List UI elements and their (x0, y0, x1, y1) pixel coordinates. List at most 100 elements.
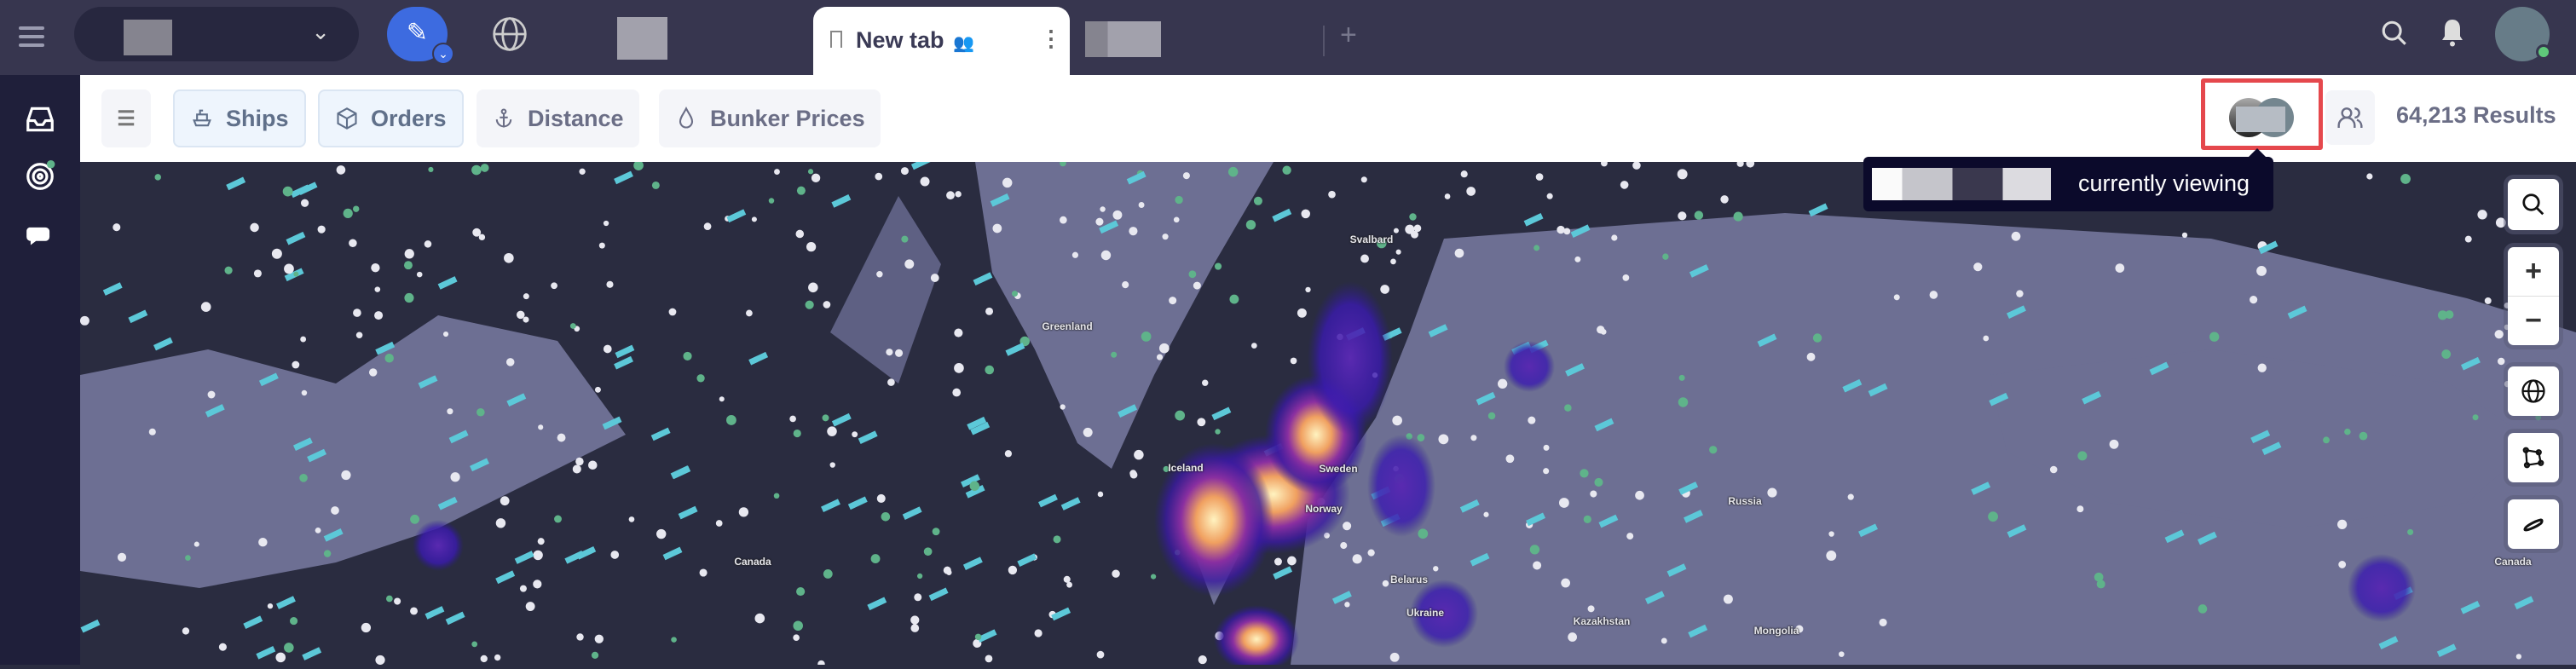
vessel-marker[interactable] (2049, 465, 2058, 474)
vessel-marker[interactable] (1331, 591, 1352, 604)
vessel-marker[interactable] (1535, 173, 1544, 181)
vessel-marker[interactable] (1413, 224, 1422, 233)
vessel-marker[interactable] (1060, 216, 1067, 224)
vessel-marker[interactable] (867, 597, 887, 611)
zoom-out-icon[interactable]: − (2525, 303, 2542, 337)
vessel-marker[interactable] (1099, 220, 1119, 234)
vessel-marker[interactable] (886, 349, 893, 356)
vessel-marker[interactable] (923, 547, 933, 557)
vessel-marker[interactable] (696, 374, 705, 383)
vessel-marker[interactable] (495, 570, 516, 585)
vessel-marker[interactable] (284, 263, 294, 274)
vessel-marker[interactable] (2436, 643, 2457, 658)
vessel-marker[interactable] (472, 228, 482, 237)
vessel-marker[interactable] (557, 433, 566, 442)
vessel-marker[interactable] (748, 351, 769, 366)
vessel-marker[interactable] (2515, 654, 2522, 660)
vessel-marker[interactable] (353, 309, 361, 317)
workspace-selector[interactable]: ⌄ (74, 7, 359, 61)
vessel-marker[interactable] (719, 396, 725, 402)
vessel-marker[interactable] (1661, 637, 1667, 644)
viewer-avatars[interactable] (2201, 78, 2323, 150)
vessel-marker[interactable] (2258, 240, 2279, 255)
vessel-marker[interactable] (1096, 650, 1105, 659)
vessel-marker[interactable] (1389, 652, 1400, 662)
vessel-marker[interactable] (650, 427, 671, 441)
vessel-marker[interactable] (448, 430, 469, 444)
vessel-marker[interactable] (80, 619, 101, 633)
vessel-marker[interactable] (205, 404, 225, 418)
vessel-marker[interactable] (551, 282, 557, 290)
vessel-marker[interactable] (1757, 333, 1777, 348)
vessel-marker[interactable] (1011, 291, 1018, 297)
vessel-marker[interactable] (1459, 499, 1480, 513)
vessel-marker[interactable] (1570, 224, 1591, 238)
vessel-marker[interactable] (746, 309, 753, 317)
vessel-marker[interactable] (224, 266, 233, 274)
vessel-marker[interactable] (1005, 343, 1025, 356)
vessel-marker[interactable] (1215, 429, 1221, 435)
vessel-marker[interactable] (153, 337, 173, 351)
vessel-marker[interactable] (1301, 209, 1311, 219)
more-icon[interactable]: ⋮ (1040, 26, 1062, 51)
vessel-marker[interactable] (537, 538, 545, 545)
vessel-marker[interactable] (1328, 190, 1336, 199)
vessel-marker[interactable] (954, 328, 963, 337)
vessel-marker[interactable] (525, 602, 535, 611)
vessel-marker[interactable] (876, 493, 886, 503)
vessel-marker[interactable] (881, 512, 891, 522)
vessel-marker[interactable] (1150, 574, 1157, 580)
vessel-marker[interactable] (437, 276, 458, 290)
vessel-marker[interactable] (2007, 305, 2026, 319)
vessel-marker[interactable] (1287, 556, 1297, 566)
vessel-marker[interactable] (2109, 439, 2119, 449)
vessel-marker[interactable] (796, 186, 806, 195)
vessel-marker[interactable] (1367, 549, 1375, 557)
vessel-marker[interactable] (258, 372, 279, 387)
tab-new-tab[interactable]: New tab 👥 ⋮ (813, 7, 1070, 75)
vessel-marker[interactable] (1678, 397, 1689, 407)
vessel-marker[interactable] (602, 416, 622, 430)
vessel-marker[interactable] (806, 242, 817, 252)
vessel-marker[interactable] (317, 225, 326, 234)
vessel-marker[interactable] (1678, 211, 1687, 221)
vessel-marker[interactable] (876, 271, 883, 278)
vessel-marker[interactable] (726, 209, 747, 223)
vessel-marker[interactable] (2400, 173, 2411, 184)
zoom-in-icon[interactable]: + (2508, 248, 2559, 297)
vessel-marker[interactable] (375, 655, 385, 666)
map-canvas[interactable] (79, 156, 2576, 669)
vessel-marker[interactable] (773, 493, 780, 499)
vessel-marker[interactable] (887, 378, 895, 386)
vessel-marker[interactable] (699, 568, 708, 577)
vessel-marker[interactable] (603, 220, 609, 227)
vessel-marker[interactable] (355, 332, 363, 339)
vessel-marker[interactable] (1002, 177, 1013, 188)
vessel-marker[interactable] (2514, 596, 2534, 610)
vessel-marker[interactable] (2164, 529, 2185, 544)
vessel-marker[interactable] (352, 205, 360, 212)
vessel-marker[interactable] (410, 514, 419, 524)
vessel-marker[interactable] (505, 358, 515, 366)
vessel-marker[interactable] (1380, 285, 1389, 294)
vessel-marker[interactable] (1546, 193, 1553, 199)
vessel-marker[interactable] (823, 569, 833, 579)
vessel-marker[interactable] (336, 165, 346, 175)
vessel-marker[interactable] (1417, 434, 1425, 441)
vessel-marker[interactable] (1198, 655, 1207, 665)
vessel-marker[interactable] (795, 229, 805, 239)
vessel-marker[interactable] (250, 222, 259, 233)
vessel-marker[interactable] (827, 426, 837, 436)
vessel-marker[interactable] (917, 573, 923, 580)
vessel-marker[interactable] (2407, 528, 2414, 535)
edit-button[interactable]: ✎ ⌄ (387, 7, 454, 65)
vessel-marker[interactable] (2082, 390, 2102, 405)
vessel-marker[interactable] (598, 242, 605, 249)
vessel-marker[interactable] (1470, 435, 1477, 441)
vessel-marker[interactable] (371, 263, 380, 273)
vessel-marker[interactable] (2344, 428, 2351, 435)
vessel-marker[interactable] (587, 460, 598, 470)
user-avatar[interactable] (2495, 7, 2551, 61)
vessel-marker[interactable] (2181, 232, 2188, 239)
vessel-marker[interactable] (1393, 228, 1399, 234)
